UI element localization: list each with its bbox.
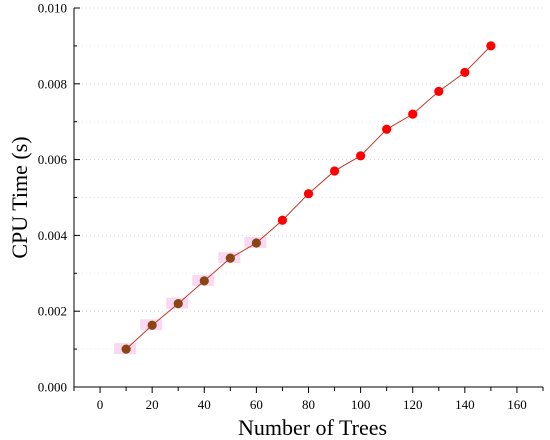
y-axis-title: CPU Time (s) bbox=[7, 136, 32, 258]
x-tick-label: 120 bbox=[403, 397, 423, 412]
data-point bbox=[460, 67, 470, 78]
data-point bbox=[199, 276, 209, 286]
data-point bbox=[251, 238, 261, 248]
y-tick-label: 0.008 bbox=[38, 76, 67, 91]
x-tick-label: 20 bbox=[146, 397, 159, 412]
data-point bbox=[408, 109, 418, 119]
x-tick-label: 60 bbox=[250, 397, 263, 412]
y-tick-label: 0.004 bbox=[38, 228, 68, 243]
x-tick-label: 160 bbox=[507, 397, 527, 412]
x-axis-title: Number of Trees bbox=[238, 415, 387, 440]
grid-lines bbox=[74, 7, 543, 350]
x-tick-label: 100 bbox=[351, 397, 371, 412]
point-highlights bbox=[114, 236, 267, 355]
data-point bbox=[225, 253, 235, 263]
y-tick-label: 0.010 bbox=[38, 1, 67, 16]
y-tick-label: 0.000 bbox=[38, 380, 67, 395]
data-point bbox=[173, 299, 183, 309]
y-tick-label: 0.006 bbox=[38, 152, 68, 167]
data-point bbox=[277, 215, 288, 225]
y-axis-ticks: 0.000 0.002 0.004 0.006 0.008 0.010 bbox=[38, 1, 80, 395]
x-axis-ticks: 0 20 40 60 80 100 120 140 160 bbox=[73, 387, 544, 412]
x-tick-label: 0 bbox=[97, 397, 104, 412]
data-point bbox=[434, 86, 444, 96]
x-tick-label: 40 bbox=[198, 397, 211, 412]
data-point bbox=[356, 151, 366, 161]
x-tick-label: 140 bbox=[455, 397, 475, 412]
y-tick-label: 0.002 bbox=[38, 304, 67, 319]
data-point bbox=[303, 189, 314, 199]
data-point bbox=[147, 320, 157, 330]
data-point bbox=[486, 41, 496, 51]
data-markers bbox=[121, 41, 496, 354]
x-tick-label: 80 bbox=[302, 397, 315, 412]
data-point bbox=[382, 124, 392, 134]
data-point bbox=[329, 166, 340, 176]
data-point bbox=[121, 344, 131, 354]
